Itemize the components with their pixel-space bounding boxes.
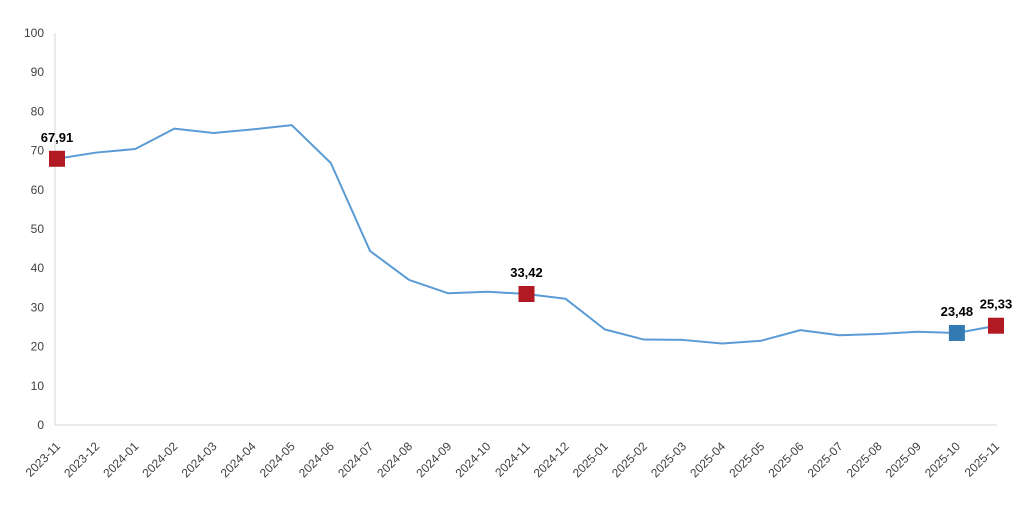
x-axis-tick-label: 2025-06 (765, 439, 806, 480)
data-point-marker (948, 324, 965, 341)
y-axis-tick-label: 0 (37, 418, 44, 432)
x-axis-tick-label: 2024-02 (139, 439, 180, 480)
x-axis-tick-label: 2025-07 (805, 439, 846, 480)
x-axis-tick-label: 2024-03 (179, 439, 220, 480)
y-axis-tick-label: 70 (31, 144, 45, 158)
x-axis-tick-label: 2025-02 (609, 439, 650, 480)
x-axis-tick-label: 2024-07 (335, 439, 376, 480)
data-point-label: 23,48 (941, 304, 974, 319)
x-axis-tick-label: 2024-04 (218, 439, 259, 480)
x-axis-tick-label: 2023-11 (23, 439, 64, 480)
x-axis-tick-label: 2024-09 (413, 439, 454, 480)
y-axis-tick-label: 60 (31, 183, 45, 197)
x-axis-tick-label: 2025-11 (962, 439, 1003, 480)
data-point-label: 33,42 (510, 265, 543, 280)
y-axis-tick-label: 30 (31, 300, 45, 314)
data-point-label: 67,91 (41, 130, 74, 145)
x-axis-tick-label: 2025-09 (883, 439, 924, 480)
x-axis-tick-label: 2025-10 (922, 439, 963, 480)
data-point-marker (49, 150, 65, 167)
x-axis-tick-label: 2024-12 (531, 439, 572, 480)
x-axis-tick-label: 2023-12 (61, 439, 102, 480)
x-axis-tick-label: 2025-03 (648, 439, 689, 480)
y-axis-tick-label: 10 (31, 379, 45, 393)
y-axis-tick-label: 50 (31, 222, 45, 236)
x-axis-tick-label: 2024-06 (296, 439, 337, 480)
x-axis-tick-label: 2024-01 (100, 439, 141, 480)
x-axis-tick-label: 2025-04 (687, 439, 728, 480)
y-axis-tick-label: 20 (31, 340, 45, 354)
x-axis-tick-label: 2024-08 (374, 439, 415, 480)
line-series (56, 124, 997, 345)
x-axis-tick-label: 2024-11 (492, 439, 533, 480)
x-axis-tick-label: 2025-08 (844, 439, 885, 480)
x-axis-tick-label: 2024-10 (452, 439, 493, 480)
y-axis-tick-label: 100 (24, 26, 44, 40)
data-point-marker (518, 285, 535, 302)
y-axis-tick-label: 40 (31, 261, 45, 275)
y-axis-tick-label: 90 (31, 65, 45, 79)
x-axis-tick-label: 2025-05 (726, 439, 767, 480)
data-point-marker (988, 317, 1004, 334)
x-axis-tick-label: 2025-01 (570, 439, 611, 480)
data-point-label: 25,33 (980, 297, 1013, 312)
x-axis-tick-label: 2024-05 (257, 439, 298, 480)
y-axis-tick-label: 80 (31, 104, 45, 118)
